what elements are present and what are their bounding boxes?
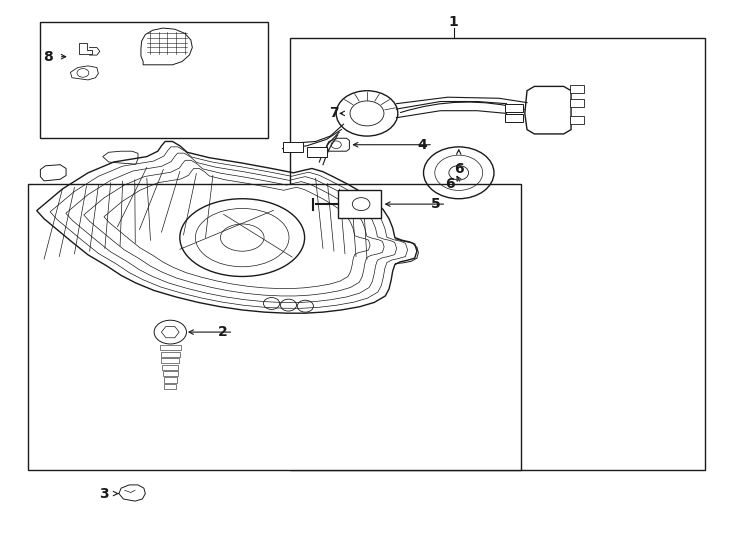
- Text: 4: 4: [418, 138, 427, 152]
- Text: 8: 8: [43, 50, 53, 64]
- Text: 6: 6: [446, 177, 455, 191]
- Bar: [307, 147, 327, 157]
- Bar: [570, 85, 584, 93]
- Bar: [570, 99, 584, 107]
- Bar: [283, 142, 303, 152]
- Bar: [164, 384, 176, 389]
- Bar: [28, 184, 521, 470]
- Text: 5: 5: [431, 197, 440, 211]
- Bar: [162, 364, 178, 370]
- Bar: [505, 104, 523, 112]
- Text: 3: 3: [99, 487, 109, 501]
- Bar: [338, 190, 381, 218]
- Bar: [164, 377, 177, 383]
- Bar: [290, 38, 705, 470]
- Text: 1: 1: [448, 15, 459, 29]
- Text: 2: 2: [218, 325, 228, 339]
- Text: 6: 6: [454, 162, 464, 176]
- Bar: [163, 371, 178, 376]
- Bar: [161, 358, 179, 363]
- Bar: [570, 116, 584, 124]
- Text: 7: 7: [330, 106, 339, 120]
- Bar: [505, 113, 523, 122]
- Bar: [161, 352, 180, 357]
- Bar: [40, 22, 268, 138]
- Bar: [160, 345, 181, 350]
